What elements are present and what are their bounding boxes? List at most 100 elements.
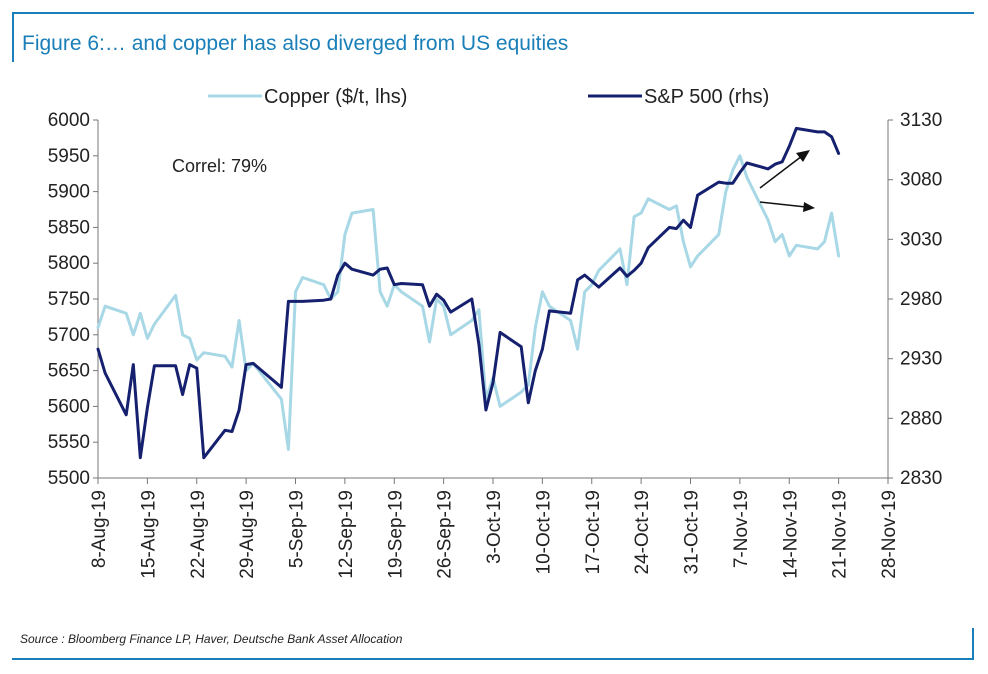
copper-point — [696, 254, 699, 258]
copper-point — [188, 337, 191, 340]
sp500-point — [301, 300, 304, 303]
copper-point — [689, 265, 692, 268]
sp500-point — [146, 406, 149, 409]
sp500-point — [252, 362, 255, 365]
sp500-point — [781, 160, 784, 163]
y-left-tick-label: 5800 — [48, 253, 90, 274]
sp500-point — [816, 130, 819, 134]
sp500-point — [484, 408, 488, 412]
sp500-point — [639, 262, 643, 265]
sp500-point — [188, 363, 191, 366]
sp500-point — [96, 347, 100, 351]
copper-point — [569, 319, 572, 322]
sp500-point — [421, 283, 424, 286]
copper-point — [738, 154, 742, 157]
sp500-point — [731, 182, 734, 185]
chart-series — [96, 126, 841, 460]
copper-point — [378, 290, 382, 293]
copper-point — [745, 176, 749, 179]
copper-point — [781, 233, 784, 236]
y-left-tick-label: 6000 — [48, 110, 90, 131]
sp500-point — [174, 364, 177, 367]
copper-point — [788, 254, 791, 258]
frame-left-rule — [12, 12, 14, 62]
copper-point — [498, 405, 502, 408]
sp500-point — [371, 273, 375, 277]
sp500-point — [823, 130, 826, 134]
sp500-point — [647, 246, 650, 249]
sp500-point — [795, 127, 798, 130]
y-right-tick-label: 2930 — [900, 349, 942, 370]
sp500-point — [400, 282, 403, 285]
sp500-point — [618, 266, 622, 270]
figure-title: Figure 6:… and copper has also diverged … — [22, 32, 569, 55]
copper-point — [96, 326, 100, 329]
copper-point — [675, 204, 678, 208]
y-right-tick-label: 2880 — [900, 408, 942, 429]
sp500-point — [378, 268, 382, 271]
copper-point — [816, 247, 819, 251]
x-tick-label: 26-Sep-19 — [435, 490, 456, 579]
copper-point — [400, 290, 403, 293]
copper-point — [668, 208, 671, 211]
sp500-point — [773, 163, 777, 166]
sp500-point — [230, 430, 234, 433]
copper-point — [322, 283, 325, 286]
copper-point — [520, 390, 523, 394]
y-left-tick-label: 5900 — [48, 182, 90, 203]
x-tick-label: 19-Sep-19 — [385, 490, 406, 579]
sp500-point — [520, 345, 523, 348]
x-tick-label: 14-Nov-19 — [780, 490, 801, 579]
sp500-point — [717, 180, 720, 184]
copper-point — [823, 240, 826, 243]
sp500-point — [435, 293, 438, 296]
arrow-right-line — [759, 201, 807, 208]
x-tick-label: 21-Nov-19 — [830, 490, 851, 579]
copper-point — [153, 322, 156, 326]
sp500-point — [350, 268, 354, 271]
copper-point — [590, 283, 593, 286]
sp500-point — [477, 343, 481, 346]
sp500-point — [237, 408, 241, 412]
x-tick-label: 8-Aug-19 — [89, 490, 110, 568]
copper-point — [181, 333, 184, 336]
arrow-up-line — [759, 155, 803, 189]
y-left-tick-label: 5950 — [48, 146, 90, 167]
sp500-line — [96, 126, 841, 460]
sp500-point — [343, 262, 347, 265]
sp500-point — [103, 371, 107, 375]
legend-label-copper: Copper ($/t, lhs) — [264, 86, 407, 108]
frame-bottom-rule — [12, 658, 974, 660]
correlation-annotation: Correl: 79% — [172, 156, 267, 176]
y-left-tick-label: 5750 — [48, 289, 90, 310]
y-left-tick-label: 5650 — [48, 361, 90, 382]
copper-point — [442, 305, 445, 308]
chart-legend: Copper ($/t, lhs) S&P 500 (rhs) — [208, 86, 769, 108]
x-tick-label: 31-Oct-19 — [682, 490, 703, 574]
sp500-point — [569, 312, 572, 315]
copper-point — [682, 240, 685, 243]
sp500-point — [195, 367, 198, 370]
copper-point — [717, 233, 720, 236]
copper-point — [343, 233, 347, 236]
sp500-point — [223, 429, 227, 432]
copper-point — [647, 197, 650, 200]
x-tick-label: 29-Aug-19 — [237, 490, 258, 579]
y-right-tick-label: 3130 — [900, 110, 942, 131]
sp500-point — [696, 194, 699, 197]
arrow-right-head — [803, 202, 815, 212]
sp500-point — [442, 299, 445, 302]
copper-point — [132, 333, 135, 336]
sp500-point — [583, 273, 586, 277]
copper-point — [428, 340, 431, 344]
frame-right-rule — [972, 628, 974, 660]
copper-point — [230, 365, 234, 369]
copper-point — [386, 305, 389, 308]
copper-point — [350, 211, 354, 215]
arrow-annotations — [759, 150, 815, 212]
y-left-tick-label: 5550 — [48, 432, 90, 453]
y-left-tick-label: 5850 — [48, 217, 90, 238]
copper-point — [477, 308, 481, 311]
x-tick-label: 24-Oct-19 — [632, 490, 653, 574]
copper-point — [731, 168, 734, 172]
